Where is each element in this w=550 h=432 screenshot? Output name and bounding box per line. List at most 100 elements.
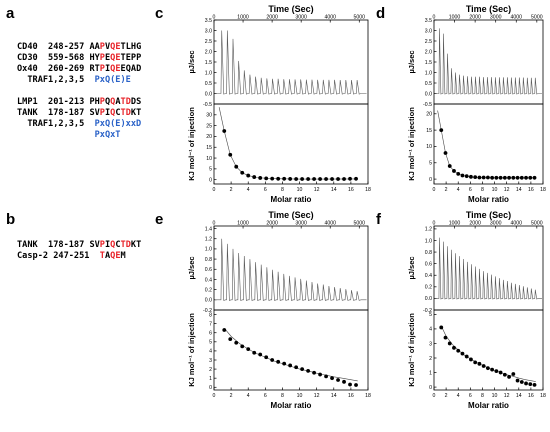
consensus-motif: PxQxT [94,130,121,140]
molar-ratio-tick-label: 6 [264,393,267,399]
time-tick-label: 4000 [510,221,522,227]
data-point [354,176,358,181]
data-point [318,177,322,181]
data-point [490,175,495,180]
molar-ratio-tick-label: 18 [540,187,546,193]
sequence-residues: SV [89,108,100,118]
enthalpy-axis-label: KJ mol⁻¹ of injection [407,313,416,387]
power-tick-label: 0.8 [205,257,212,263]
sequence-residues: AA [89,42,100,52]
power-tick-label: 0.0 [205,91,212,97]
enthalpy-tick-label: 8 [209,312,212,318]
sequence-a-row [17,86,141,97]
data-point [481,175,486,180]
power-tick-label: 1.2 [425,227,432,233]
enthalpy-tick-label: 0 [209,385,212,391]
data-point [276,176,281,181]
power-tick-label: 0.6 [205,267,212,273]
data-point [528,175,533,180]
data-point [515,175,520,180]
enthalpy-tick-label: 2 [209,367,212,373]
molar-ratio-tick-label: 4 [457,393,460,399]
power-tick-label: 0.2 [425,285,432,291]
power-tick-label: 3.5 [205,18,212,24]
data-point [452,345,456,350]
conserved-residue: P [99,53,105,63]
data-point [460,173,465,178]
sequence-residues: TLHG [120,42,142,52]
enthalpy-tick-label: 10 [206,156,212,162]
data-point [222,129,227,133]
data-point [336,378,340,382]
conserved-residue: T [99,251,105,261]
heat-trace [434,28,542,95]
time-tick-label: 2000 [469,15,481,21]
molar-ratio-tick-label: 14 [516,187,522,193]
sequence-residues: EQAD [120,64,142,74]
itc-chart-f: Time (Sec)0 1000 2000 3000 4000 50001.21.00.8… [407,210,546,410]
data-point [519,175,524,180]
conserved-residue: T [120,108,126,118]
heat-trace [215,30,367,95]
sequence-residues: PH [89,97,100,107]
data-point [252,350,257,355]
data-point [288,363,293,368]
data-point [300,367,305,371]
time-tick-label: 0 [213,221,216,227]
time-tick-label: 5000 [354,15,366,21]
conserved-residue: P [99,108,105,118]
molar-ratio-tick-label: 4 [247,393,250,399]
time-tick-label: 2000 [266,221,278,227]
conserved-residue: T [120,240,126,250]
molar-ratio-tick-label: 10 [297,393,303,399]
molar-ratio-tick-label: 18 [540,393,546,399]
molar-ratio-tick-label: 0 [213,393,216,399]
data-point [312,177,316,181]
sequence-residues: A [104,251,111,261]
sequence-label: CD40 248-257 [17,42,90,52]
sequence-residues: I [104,64,111,74]
molar-ratio-tick-label: 2 [230,187,233,193]
data-point [294,177,299,181]
sequence-label: TANK 178-187 [17,240,90,250]
data-point [270,176,275,181]
panel-label-a: a [6,5,15,22]
time-tick-label: 4000 [324,221,336,227]
molar-ratio-tick-label: 16 [348,187,354,193]
data-point [507,375,511,379]
data-point [507,175,511,180]
time-tick-label: 5000 [531,15,543,21]
power-tick-label: 0.0 [205,298,212,304]
conserved-residue: E [115,53,121,63]
time-tick-label: 3000 [295,221,307,227]
conserved-residue: D [125,97,131,107]
power-tick-label: 1.0 [425,238,432,244]
sequence-label: TANK 178-187 [17,108,90,118]
molar-ratio-axis-label: Molar ratio [271,401,312,410]
sequence-residues: I [104,108,111,118]
data-point [502,372,507,377]
conserved-residue: Q [110,251,116,261]
time-tick-label: 0 [433,221,436,227]
sequence-residues: E [104,53,111,63]
sequence-residues: M [120,251,126,261]
panel-label-e: e [155,211,164,228]
molar-ratio-tick-label: 2 [445,187,448,193]
fit-curve [440,325,536,382]
data-point [318,372,322,377]
data-point [264,176,269,181]
data-point [439,325,444,330]
sequence-label [17,130,95,140]
molar-ratio-tick-label: 16 [348,393,354,399]
data-point [342,177,346,181]
sequence-a-row: TANK 178-187 SVPIQCTDKT [17,108,141,119]
enthalpy-tick-label: 5 [209,340,212,346]
power-tick-label: -0.5 [203,102,212,108]
conserved-residue: D [125,240,131,250]
sequence-alignment-a: CD40 248-257 AAPVQETLHG CD30 559-568 HYPE… [17,42,141,141]
conserved-residue: Q [110,53,116,63]
power-tick-label: -0.2 [423,308,432,314]
molar-ratio-tick-label: 4 [457,187,460,193]
binding-isotherm-frame [213,309,369,391]
sequence-residues: C [115,108,121,118]
